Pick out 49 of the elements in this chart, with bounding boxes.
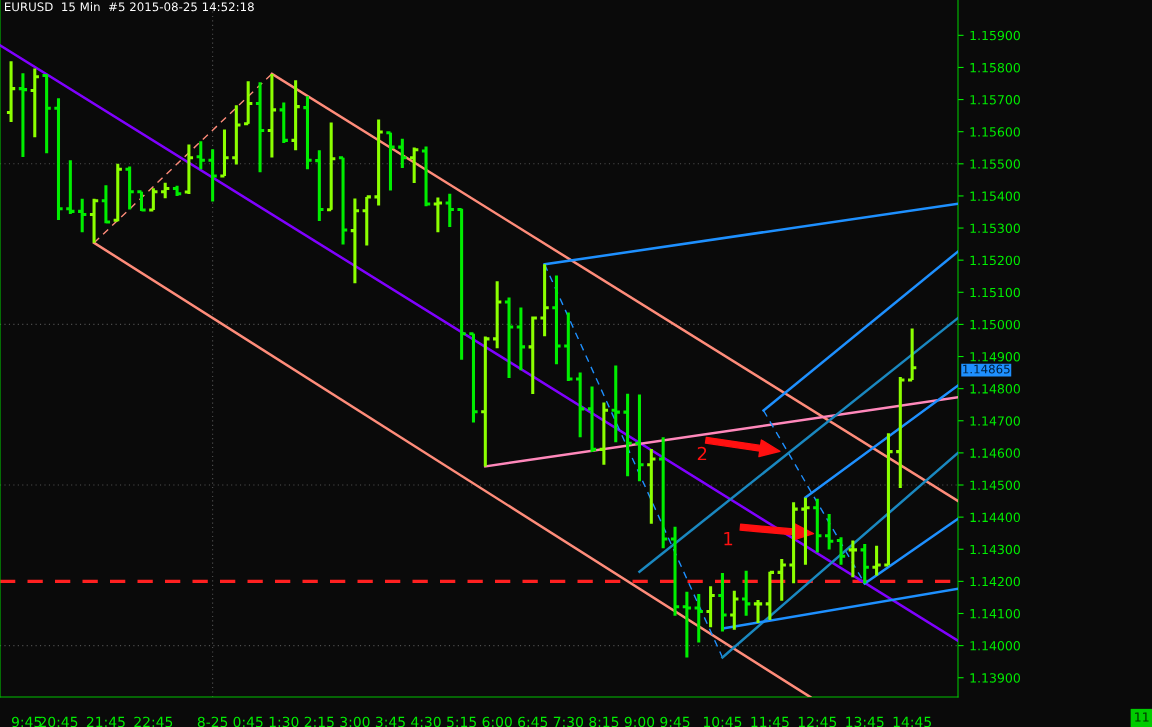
y-tick-label: 1.14200: [970, 576, 1020, 587]
y-tick-label: 1.15600: [970, 127, 1020, 137]
x-tick-label: 9:45: [11, 716, 42, 727]
x-tick-label: 2:15: [304, 716, 334, 727]
y-tick-label: 1.15000: [970, 319, 1020, 330]
x-tick-label: 21:45: [86, 716, 125, 727]
x-tick-label: 13:45: [846, 716, 884, 727]
y-tick-label: 1.14300: [970, 544, 1020, 555]
y-tick-label: 1.15200: [970, 255, 1020, 266]
x-tick-label: 14:45: [893, 716, 931, 727]
y-tick-label: 1.15300: [970, 223, 1020, 233]
y-tick-label: 1.15500: [970, 159, 1020, 169]
x-tick-label: 6:00: [482, 716, 512, 727]
y-tick-label: 1.14900: [970, 352, 1020, 362]
x-tick-label: 10:45: [703, 716, 742, 727]
text: 1.14865: [963, 364, 1010, 374]
x-tick-label: 3:00: [340, 716, 370, 727]
y-tick-label: 1.14000: [970, 641, 1020, 651]
annotation: 1: [724, 531, 733, 546]
y-tick-label: 1.13900: [970, 673, 1020, 683]
y-tick-label: 1.14600: [970, 448, 1020, 458]
x-tick-label: 0:45: [233, 716, 263, 727]
y-tick-label: 1.14100: [970, 608, 1020, 619]
text: 11: [1135, 712, 1149, 722]
x-tick-label: 3:45: [375, 716, 405, 727]
y-tick-label: 1.15800: [970, 62, 1020, 73]
x-tick-label: 7:30: [553, 716, 583, 727]
y-tick-label: 1.15900: [970, 30, 1020, 41]
y-tick-label: 1.14800: [970, 384, 1020, 394]
x-tick-label: 9:45: [660, 716, 690, 727]
x-tick-label: 9:00: [624, 716, 655, 727]
x-tick-label: 22:45: [134, 716, 173, 727]
annotation: 2: [697, 446, 707, 461]
x-tick-label: 8-25: [197, 716, 228, 727]
x-tick-label: 6:45: [518, 716, 548, 727]
y-tick-label: 1.14700: [970, 416, 1020, 426]
y-tick-label: 1.15700: [970, 95, 1020, 105]
x-tick-label: 12:45: [798, 716, 837, 727]
x-tick-label: 20:45: [39, 716, 78, 727]
y-tick-label: 1.14500: [970, 480, 1020, 490]
x-tick-label: 11:45: [751, 716, 789, 727]
y-tick-label: 1.15400: [970, 191, 1020, 201]
x-tick-label: 5:15: [447, 716, 476, 727]
x-tick-label: 1:30: [269, 716, 299, 727]
y-tick-label: 1.15100: [970, 287, 1020, 298]
x-tick-label: 8:15: [589, 716, 619, 727]
chart-title: EURUSD 15 Min #5 2015-08-25 14:52:18: [4, 2, 254, 12]
x-tick-label: 4:30: [411, 716, 441, 727]
y-tick-label: 1.14400: [970, 512, 1020, 523]
